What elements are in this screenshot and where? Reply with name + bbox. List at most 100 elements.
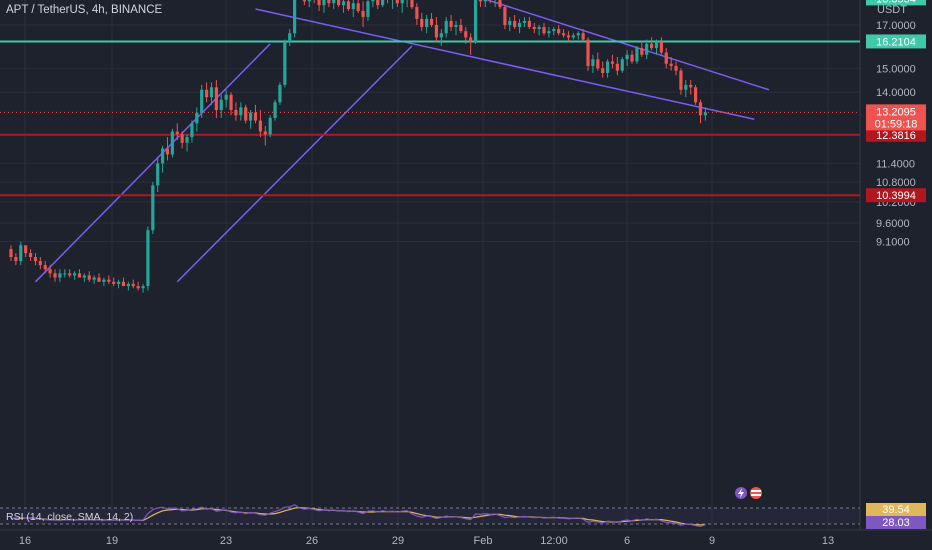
candle-body[interactable] — [53, 273, 57, 278]
candle-body[interactable] — [283, 41, 287, 85]
candle-body[interactable] — [317, 0, 321, 6]
candle-body[interactable] — [77, 273, 82, 278]
candle-body[interactable] — [200, 89, 204, 113]
rsi-pane[interactable] — [0, 504, 860, 528]
candle-body[interactable] — [454, 24, 458, 28]
candle-body[interactable] — [156, 163, 160, 186]
candle-body[interactable] — [146, 230, 150, 287]
candle-body[interactable] — [664, 52, 668, 64]
candle-body[interactable] — [258, 120, 262, 132]
candle-body[interactable] — [273, 102, 277, 118]
candle-body[interactable] — [107, 279, 111, 282]
candle-body[interactable] — [591, 59, 595, 67]
candle-body[interactable] — [136, 286, 140, 289]
candle-body[interactable] — [116, 281, 121, 284]
candle-body[interactable] — [439, 33, 443, 38]
candle-body[interactable] — [703, 112, 707, 116]
candle-body[interactable] — [224, 94, 228, 100]
flag-icons[interactable] — [735, 487, 762, 499]
candle-body[interactable] — [654, 41, 659, 49]
candle-body[interactable] — [293, 0, 297, 34]
candle-body[interactable] — [376, 0, 380, 6]
candle-body[interactable] — [415, 7, 419, 19]
candle-body[interactable] — [165, 148, 170, 155]
candle-body[interactable] — [547, 31, 551, 34]
candle-body[interactable] — [14, 257, 18, 262]
candle-body[interactable] — [552, 29, 556, 32]
candle-body[interactable] — [410, 0, 414, 8]
candle-body[interactable] — [527, 20, 531, 28]
candle-body[interactable] — [684, 84, 688, 90]
candle-body[interactable] — [464, 31, 468, 38]
candle-body[interactable] — [121, 281, 126, 287]
candle-body[interactable] — [337, 0, 341, 6]
candle-body[interactable] — [503, 7, 507, 25]
candle-body[interactable] — [689, 84, 693, 88]
candle-body[interactable] — [420, 18, 424, 28]
candle-body[interactable] — [508, 20, 512, 25]
candles[interactable] — [9, 0, 707, 293]
trendline[interactable] — [176, 45, 413, 283]
candle-body[interactable] — [58, 273, 62, 278]
candle-body[interactable] — [610, 61, 615, 64]
candle-body[interactable] — [175, 131, 179, 135]
candle-body[interactable] — [205, 89, 209, 98]
candle-body[interactable] — [33, 257, 38, 262]
candle-body[interactable] — [361, 10, 365, 17]
candle-body[interactable] — [532, 27, 536, 30]
candle-body[interactable] — [625, 54, 629, 60]
candle-body[interactable] — [698, 102, 703, 116]
candle-body[interactable] — [322, 0, 326, 6]
candle-body[interactable] — [371, 0, 375, 2]
candle-body[interactable] — [263, 131, 267, 135]
candle-body[interactable] — [381, 0, 385, 6]
candle-body[interactable] — [400, 0, 404, 4]
candle-body[interactable] — [302, 0, 306, 2]
candle-body[interactable] — [561, 33, 566, 36]
candle-body[interactable] — [366, 1, 370, 17]
trendline[interactable] — [255, 8, 755, 120]
candle-body[interactable] — [131, 283, 135, 287]
candle-body[interactable] — [395, 0, 399, 4]
candle-body[interactable] — [9, 249, 13, 258]
candle-body[interactable] — [615, 63, 619, 71]
candle-body[interactable] — [346, 1, 351, 10]
candle-body[interactable] — [141, 286, 145, 289]
candle-body[interactable] — [48, 269, 52, 274]
candle-body[interactable] — [244, 107, 248, 121]
rsi-indicator-label[interactable]: RSI (14, close, SMA, 14, 2) — [6, 511, 134, 523]
candle-body[interactable] — [425, 18, 429, 28]
horizontal-levels[interactable] — [0, 0, 860, 197]
candle-body[interactable] — [669, 63, 673, 67]
candle-body[interactable] — [234, 110, 238, 116]
candle-body[interactable] — [434, 24, 439, 38]
candle-body[interactable] — [351, 3, 355, 10]
candle-body[interactable] — [68, 273, 72, 276]
candle-body[interactable] — [542, 27, 546, 34]
candle-body[interactable] — [478, 0, 483, 2]
candle-body[interactable] — [605, 61, 610, 73]
candle-body[interactable] — [327, 0, 331, 4]
candle-body[interactable] — [214, 87, 218, 111]
candle-body[interactable] — [97, 277, 101, 282]
candle-body[interactable] — [356, 3, 360, 11]
candle-body[interactable] — [640, 48, 644, 55]
candle-body[interactable] — [679, 70, 683, 90]
candle-body[interactable] — [170, 131, 174, 155]
candle-body[interactable] — [449, 20, 453, 28]
candle-body[interactable] — [180, 134, 184, 143]
candle-body[interactable] — [87, 275, 91, 280]
chart-title[interactable]: APT / TetherUS, 4h, BINANCE — [6, 4, 163, 16]
candle-body[interactable] — [635, 48, 639, 62]
candle-body[interactable] — [557, 29, 561, 34]
candle-body[interactable] — [209, 87, 214, 98]
candle-body[interactable] — [253, 112, 258, 121]
candle-body[interactable] — [288, 33, 292, 42]
candle-body[interactable] — [102, 279, 106, 282]
us-flag-icon[interactable] — [750, 487, 762, 499]
candle-body[interactable] — [28, 253, 33, 258]
trendlines[interactable] — [34, 0, 770, 283]
candle-body[interactable] — [601, 68, 605, 73]
candle-body[interactable] — [112, 281, 116, 284]
